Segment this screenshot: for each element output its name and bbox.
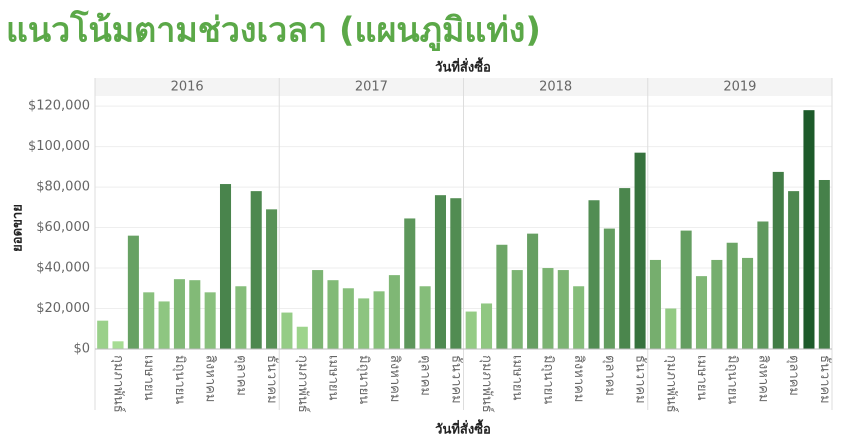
bar	[757, 221, 769, 349]
x-tick-label: กุมภาพันธ์	[479, 355, 495, 413]
x-tick-label: ธันวาคม	[633, 355, 648, 404]
x-tick-label: เมษายน	[141, 355, 156, 400]
x-axis-title: วันที่สั่งซื้อ	[435, 419, 491, 438]
bar	[573, 286, 585, 349]
x-tick-label: ตุลาคม	[233, 355, 248, 396]
x-tick-label: มิถุนายน	[356, 355, 371, 404]
y-tick-label: $120,000	[28, 99, 90, 114]
bar	[358, 298, 370, 349]
bar	[342, 288, 354, 349]
panel-label: 2019	[723, 80, 756, 95]
x-tick-label: กุมภาพันธ์	[295, 355, 311, 413]
bar	[634, 152, 646, 349]
bar	[711, 259, 723, 349]
bar	[373, 291, 385, 349]
x-tick-label: ธันวาคม	[817, 355, 832, 404]
y-tick-label: $40,000	[36, 261, 90, 276]
x-tick-label: สิงหาคม	[203, 355, 218, 402]
x-tick-label: ตุลาคม	[602, 355, 617, 396]
x-axis-title-top: วันที่สั่งซื้อ	[435, 57, 491, 76]
bar	[404, 218, 416, 349]
bar	[680, 230, 692, 349]
bar	[481, 303, 493, 349]
panel-label: 2017	[355, 80, 388, 95]
bar	[772, 171, 784, 349]
bar	[511, 270, 523, 349]
bar	[465, 311, 477, 349]
y-tick-label: $0	[73, 342, 90, 357]
bar	[450, 198, 462, 349]
x-tick-label: มิถุนายน	[725, 355, 740, 404]
bar	[788, 191, 800, 349]
bar	[143, 292, 155, 349]
x-tick-label: สิงหาคม	[571, 355, 586, 402]
bar	[818, 179, 830, 349]
x-tick-label: ธันวาคม	[448, 355, 463, 404]
x-tick-label: ตุลาคม	[418, 355, 433, 396]
y-axis-title: ยอดขาย	[11, 204, 26, 252]
bar	[158, 301, 170, 349]
bar	[588, 200, 600, 349]
x-tick-label: เมษายน	[325, 355, 340, 400]
bar	[542, 268, 554, 349]
x-tick-label: สิงหาคม	[755, 355, 770, 402]
bar	[603, 228, 615, 349]
bar	[695, 276, 708, 349]
x-tick-label: เมษายน	[694, 355, 709, 400]
bar	[127, 235, 139, 349]
panel-label: 2018	[539, 80, 572, 95]
bar	[281, 312, 293, 349]
bar	[296, 326, 308, 349]
y-tick-label: $100,000	[28, 139, 90, 154]
bar	[803, 110, 815, 349]
bar	[527, 233, 539, 349]
bar	[742, 257, 754, 349]
x-tick-label: มิถุนายน	[540, 355, 555, 404]
bar	[189, 280, 201, 349]
bar	[204, 292, 216, 349]
bar	[250, 191, 262, 349]
x-tick-label: กุมภาพันธ์	[663, 355, 679, 413]
x-tick-label: ตุลาคม	[786, 355, 801, 396]
bar	[97, 320, 109, 349]
x-tick-label: สิงหาคม	[387, 355, 402, 402]
bar	[327, 280, 339, 349]
x-tick-label: มิถุนายน	[172, 355, 187, 404]
bar	[219, 184, 232, 349]
bar	[496, 244, 508, 349]
bar	[312, 270, 324, 349]
chart-title: แนวโน้มตามช่วงเวลา (แผนภูมิแท่ง)	[6, 10, 541, 52]
bar	[649, 259, 661, 349]
y-tick-label: $60,000	[36, 220, 90, 235]
bar	[619, 188, 631, 349]
y-tick-label: $20,000	[36, 301, 90, 316]
bar	[434, 195, 446, 349]
bar	[557, 270, 569, 349]
x-tick-label: ธันวาคม	[264, 355, 279, 404]
bar	[419, 286, 431, 349]
bar	[266, 209, 278, 349]
x-tick-label: กุมภาพันธ์	[111, 355, 127, 413]
bar	[173, 279, 185, 349]
bar	[726, 242, 738, 349]
bar	[665, 308, 677, 349]
y-tick-label: $80,000	[36, 180, 90, 195]
bar	[235, 286, 247, 349]
panel-label: 2016	[171, 80, 204, 95]
x-tick-label: เมษายน	[510, 355, 525, 400]
bar	[112, 341, 124, 349]
bar	[388, 275, 400, 349]
